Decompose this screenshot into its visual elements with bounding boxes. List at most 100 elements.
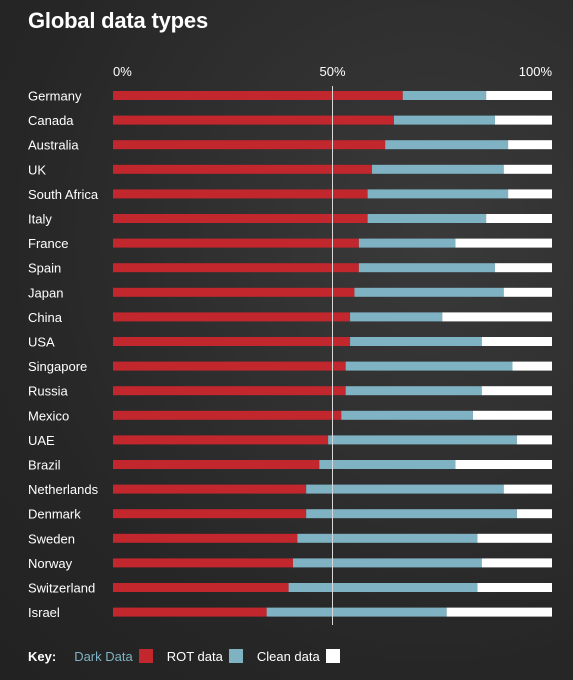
- category-label: Sweden: [28, 531, 75, 546]
- bar-dark-data: [113, 189, 368, 199]
- bar-dark-data: [113, 435, 329, 445]
- legend-title: Key:: [28, 648, 57, 664]
- bar-rot-data: [345, 361, 513, 371]
- bar-rot-data: [288, 583, 478, 592]
- bar-clean-data: [481, 558, 552, 568]
- bar-dark-data: [113, 386, 346, 396]
- bar-rot-data: [319, 460, 456, 469]
- bar-dark-data: [113, 312, 351, 322]
- bar-dark-data: [113, 287, 355, 297]
- bar-clean-data: [503, 484, 552, 494]
- category-label: UK: [28, 162, 46, 177]
- bar-clean-data: [446, 607, 552, 617]
- bar-clean-data: [512, 361, 552, 371]
- category-label: Italy: [28, 212, 52, 227]
- bar-clean-data: [481, 386, 552, 396]
- bar-rot-data: [292, 558, 482, 568]
- bar-rot-data: [341, 410, 473, 420]
- bar-clean-data: [477, 533, 552, 543]
- bar-clean-data: [455, 460, 552, 469]
- bar-rot-data: [297, 533, 478, 543]
- bar-clean-data: [477, 583, 552, 592]
- bar-rot-data: [354, 287, 504, 297]
- legend: Key: Dark Data ROT data Clean data: [28, 646, 354, 666]
- bar-rot-data: [393, 115, 495, 125]
- category-label: Netherlands: [28, 482, 99, 497]
- bar-rot-data: [367, 189, 509, 199]
- category-label: Switzerland: [28, 581, 95, 596]
- bar-clean-data: [516, 509, 552, 519]
- chart-title: Global data types: [28, 8, 208, 33]
- x-tick-label: 50%: [319, 64, 345, 79]
- bar-clean-data: [508, 140, 552, 150]
- bar-clean-data: [494, 115, 552, 125]
- bar-clean-data: [516, 435, 552, 445]
- legend-label-clean-data: Clean data: [256, 648, 320, 664]
- bar-clean-data: [508, 189, 552, 199]
- bar-rot-data: [266, 607, 447, 617]
- bar-rot-data: [372, 164, 504, 174]
- category-label: Norway: [28, 556, 73, 571]
- legend-swatch-rot-data: [228, 649, 243, 663]
- category-label: Canada: [28, 113, 74, 128]
- bar-rot-data: [345, 386, 482, 396]
- category-label: Russia: [28, 384, 69, 399]
- bar-clean-data: [486, 91, 552, 100]
- category-label: Brazil: [28, 458, 61, 473]
- category-label: Japan: [28, 285, 63, 300]
- bar-dark-data: [113, 533, 298, 543]
- bar-dark-data: [113, 607, 267, 617]
- category-label: South Africa: [28, 187, 99, 202]
- bar-clean-data: [503, 164, 552, 174]
- bar-rot-data: [385, 140, 509, 150]
- x-tick-label: 0%: [113, 64, 132, 79]
- bar-rot-data: [328, 435, 517, 445]
- category-label: Australia: [28, 138, 79, 153]
- legend-label-dark-data: Dark Data: [74, 648, 133, 664]
- category-label: Singapore: [28, 359, 87, 374]
- bar-clean-data: [472, 410, 552, 420]
- bar-rot-data: [306, 509, 517, 519]
- category-label: Germany: [28, 89, 82, 104]
- bar-rot-data: [350, 312, 443, 322]
- category-label: USA: [28, 335, 55, 350]
- bar-rot-data: [402, 91, 487, 100]
- legend-item-dark-data: Dark Data: [74, 649, 153, 664]
- bar-dark-data: [113, 337, 351, 346]
- bar-dark-data: [113, 164, 373, 174]
- bar-rot-data: [350, 337, 482, 346]
- legend-item-rot-data: ROT data: [167, 649, 243, 664]
- category-label: France: [28, 236, 68, 251]
- bar-rot-data: [306, 484, 504, 494]
- bar-dark-data: [113, 91, 403, 100]
- category-label: UAE: [28, 433, 55, 448]
- bar-clean-data: [481, 337, 552, 346]
- bar-dark-data: [113, 115, 394, 125]
- category-label: Mexico: [28, 408, 69, 423]
- legend-swatch-dark-data: [138, 649, 153, 663]
- legend-label-rot-data: ROT data: [166, 648, 223, 664]
- bar-clean-data: [455, 238, 552, 248]
- bar-dark-data: [113, 509, 307, 519]
- bar-dark-data: [113, 460, 320, 469]
- bar-rot-data: [358, 263, 495, 273]
- category-label: China: [28, 310, 63, 325]
- x-tick-label: 100%: [519, 64, 553, 79]
- category-label: Denmark: [28, 507, 81, 522]
- bar-rot-data: [367, 214, 487, 223]
- bar-rot-data: [358, 238, 456, 248]
- bar-dark-data: [113, 238, 359, 248]
- bar-dark-data: [113, 140, 386, 150]
- bar-dark-data: [113, 484, 307, 494]
- bar-dark-data: [113, 263, 359, 273]
- legend-item-clean-data: Clean data: [257, 649, 340, 664]
- bar-clean-data: [442, 312, 552, 322]
- bar-dark-data: [113, 583, 289, 592]
- category-label: Spain: [28, 261, 61, 276]
- bar-clean-data: [486, 214, 552, 223]
- bar-dark-data: [113, 214, 368, 223]
- bar-dark-data: [113, 361, 346, 371]
- category-label: Israel: [28, 605, 60, 620]
